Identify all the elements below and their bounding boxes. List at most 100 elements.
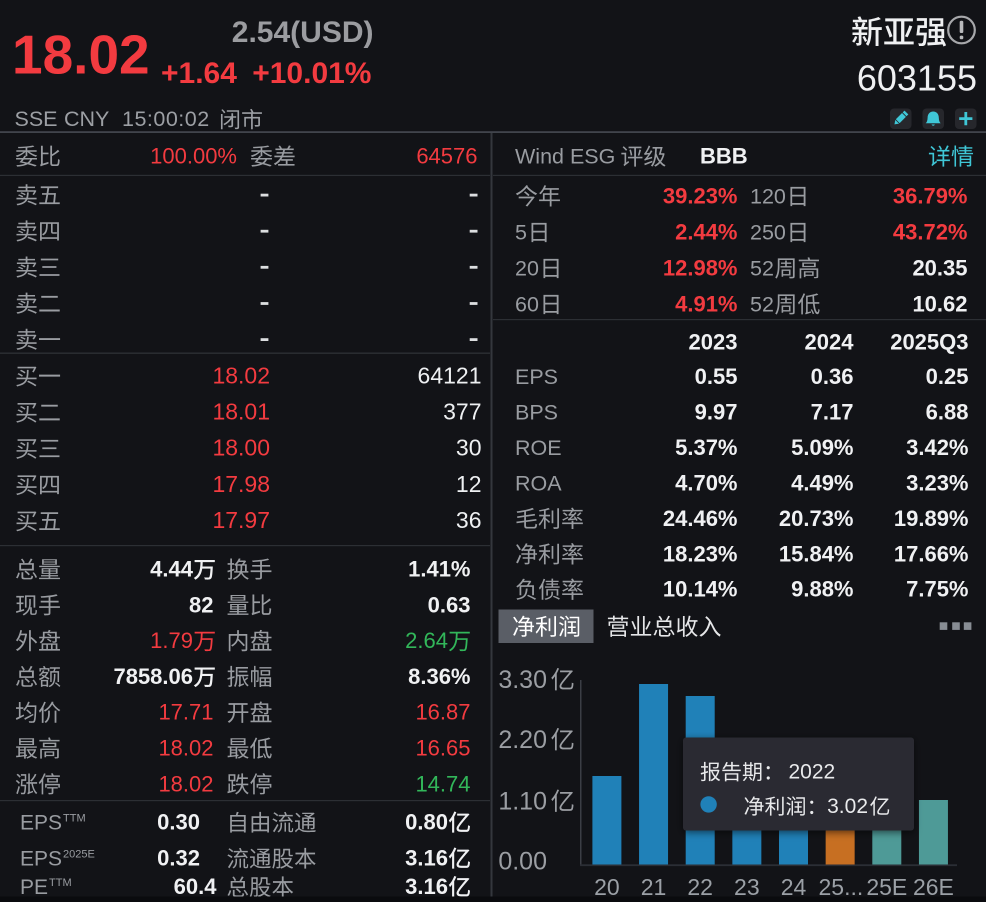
- svg-text:2.64: 2.64: [405, 628, 448, 653]
- svg-text:1.79: 1.79: [150, 628, 193, 653]
- svg-text:2025E: 2025E: [63, 849, 95, 861]
- svg-text:EPS: EPS: [20, 812, 62, 835]
- svg-text:18.02: 18.02: [158, 736, 213, 761]
- svg-text:3.16: 3.16: [405, 874, 448, 899]
- svg-text:377: 377: [443, 399, 481, 425]
- svg-text:16.65: 16.65: [415, 736, 470, 761]
- svg-text:0.25: 0.25: [926, 364, 969, 389]
- svg-text:0.36: 0.36: [811, 364, 854, 389]
- svg-text:18.00: 18.00: [212, 435, 270, 461]
- svg-text:39.23%: 39.23%: [663, 183, 738, 208]
- svg-text:60: 60: [515, 292, 539, 316]
- svg-text:2025Q3: 2025Q3: [890, 330, 968, 355]
- svg-text:52: 52: [750, 256, 774, 280]
- svg-text:10.62: 10.62: [912, 291, 967, 316]
- svg-text:1.10: 1.10: [498, 788, 547, 816]
- svg-text:3.16: 3.16: [405, 846, 448, 871]
- svg-text:18.02: 18.02: [212, 362, 270, 388]
- svg-text:5.09%: 5.09%: [791, 435, 853, 460]
- svg-text:20.35: 20.35: [912, 255, 967, 280]
- svg-text:4.91%: 4.91%: [675, 291, 737, 316]
- svg-text:43.72%: 43.72%: [893, 219, 968, 244]
- svg-text:PE: PE: [20, 876, 48, 899]
- svg-text:Wind ESG: Wind ESG: [515, 145, 615, 169]
- svg-text:3.42%: 3.42%: [906, 435, 968, 460]
- svg-text:5.37%: 5.37%: [675, 435, 737, 460]
- svg-text:15:00:02: 15:00:02: [122, 107, 210, 131]
- svg-text:250: 250: [750, 220, 786, 244]
- svg-text:EPS: EPS: [20, 848, 62, 871]
- svg-text:36: 36: [456, 507, 482, 533]
- svg-text:3.30: 3.30: [498, 666, 547, 694]
- svg-text:7858.06: 7858.06: [113, 664, 193, 689]
- svg-text:2022: 2022: [789, 760, 836, 783]
- svg-text:+10.01%: +10.01%: [252, 57, 371, 90]
- svg-text:ROA: ROA: [515, 471, 562, 495]
- svg-text:15.84%: 15.84%: [779, 541, 854, 566]
- svg-text:18.01: 18.01: [212, 399, 270, 425]
- svg-text:EPS: EPS: [515, 365, 558, 389]
- svg-text:SSE: SSE: [15, 107, 58, 131]
- svg-text:30: 30: [456, 435, 482, 461]
- svg-text:10.14%: 10.14%: [663, 577, 738, 602]
- svg-text:82: 82: [189, 592, 213, 617]
- svg-text:25E: 25E: [866, 874, 907, 900]
- svg-text:2023: 2023: [689, 330, 738, 355]
- svg-text:18.02: 18.02: [12, 24, 150, 86]
- svg-text:8.36%: 8.36%: [408, 664, 470, 689]
- svg-text:64121: 64121: [418, 362, 482, 388]
- svg-text:120: 120: [750, 184, 786, 208]
- svg-text:9.88%: 9.88%: [791, 577, 853, 602]
- svg-text:4.70%: 4.70%: [675, 470, 737, 495]
- svg-text:603155: 603155: [857, 58, 977, 99]
- svg-text:17.71: 17.71: [158, 700, 213, 725]
- svg-text:3.02: 3.02: [827, 795, 868, 818]
- svg-text:2024: 2024: [805, 330, 855, 355]
- svg-text:18.23%: 18.23%: [663, 541, 738, 566]
- svg-text:ROE: ROE: [515, 436, 562, 460]
- svg-text:12.98%: 12.98%: [663, 255, 738, 280]
- svg-text:+1.64: +1.64: [161, 57, 237, 90]
- svg-text:16.87: 16.87: [415, 700, 470, 725]
- svg-text:22: 22: [687, 874, 713, 900]
- svg-text:20: 20: [515, 256, 539, 280]
- svg-text:TTM: TTM: [63, 813, 86, 825]
- svg-text:CNY: CNY: [64, 107, 109, 131]
- svg-text:0.00: 0.00: [498, 848, 547, 876]
- svg-text:20: 20: [594, 874, 620, 900]
- svg-text:BPS: BPS: [515, 401, 558, 425]
- svg-text:14.74: 14.74: [415, 771, 470, 796]
- svg-text:0.63: 0.63: [428, 592, 471, 617]
- svg-text:0.55: 0.55: [695, 364, 738, 389]
- svg-text:4.44: 4.44: [150, 557, 194, 582]
- svg-text:0.80: 0.80: [405, 810, 448, 835]
- svg-text:52: 52: [750, 292, 774, 316]
- svg-text:5: 5: [515, 220, 527, 244]
- svg-text:3.23%: 3.23%: [906, 470, 968, 495]
- svg-text:4.49%: 4.49%: [791, 470, 853, 495]
- svg-text:26E: 26E: [913, 874, 954, 900]
- svg-text:24.46%: 24.46%: [663, 506, 738, 531]
- svg-text:12: 12: [456, 471, 482, 497]
- svg-text:19.89%: 19.89%: [894, 506, 969, 531]
- svg-text:2.20: 2.20: [498, 726, 547, 754]
- svg-text:1.41%: 1.41%: [408, 557, 470, 582]
- svg-text:25...: 25...: [819, 874, 864, 900]
- svg-text:BBB: BBB: [700, 144, 748, 169]
- svg-text:0.32: 0.32: [157, 846, 200, 871]
- svg-text:60.4: 60.4: [174, 874, 218, 899]
- svg-text:36.79%: 36.79%: [893, 183, 968, 208]
- svg-text:100.00%: 100.00%: [150, 144, 237, 169]
- svg-text:20.73%: 20.73%: [779, 506, 854, 531]
- svg-text:17.66%: 17.66%: [894, 541, 969, 566]
- svg-text:9.97: 9.97: [695, 400, 738, 425]
- svg-text:0.30: 0.30: [157, 810, 200, 835]
- svg-text:6.88: 6.88: [926, 400, 969, 425]
- svg-text:17.97: 17.97: [212, 507, 270, 533]
- svg-text:64576: 64576: [416, 144, 477, 169]
- svg-text:7.17: 7.17: [811, 400, 854, 425]
- svg-text:18.02: 18.02: [158, 771, 213, 796]
- svg-text:2.44%: 2.44%: [675, 219, 737, 244]
- svg-text:21: 21: [641, 874, 667, 900]
- svg-text:TTM: TTM: [49, 877, 72, 889]
